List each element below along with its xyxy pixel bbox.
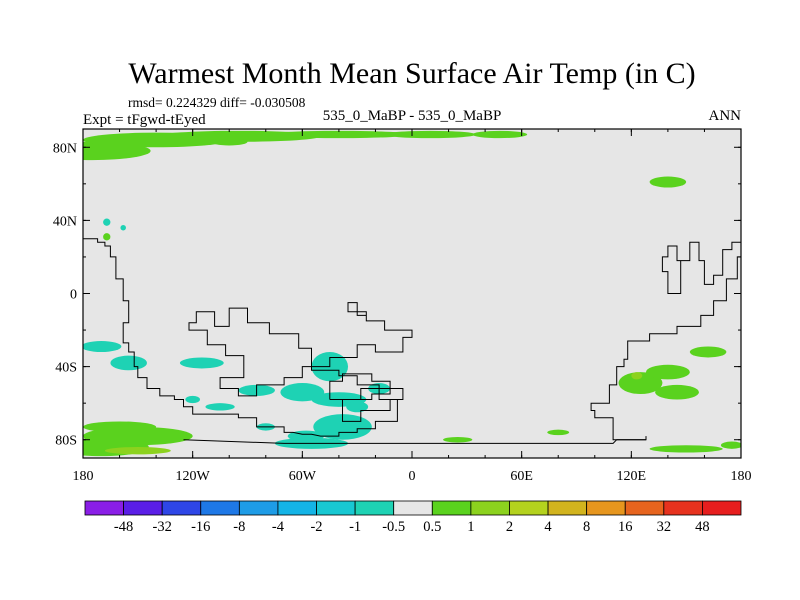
colorbar-box-16 bbox=[702, 500, 742, 516]
anomaly-region-32 bbox=[313, 414, 372, 440]
anomaly-region-18 bbox=[649, 445, 723, 453]
x-tick-label: 0 bbox=[409, 469, 416, 484]
period-label: 535_0_MaBP - 535_0_MaBP bbox=[323, 108, 502, 124]
colorbar-label: 32 bbox=[657, 519, 672, 535]
anomaly-region-37 bbox=[103, 218, 111, 226]
anomaly-region-38 bbox=[120, 224, 126, 231]
x-tick-label: 60W bbox=[289, 469, 317, 484]
x-tick-label: 60E bbox=[510, 469, 533, 484]
y-axis: 80N 40N 0 40S 80S bbox=[53, 141, 741, 449]
colorbar-box-15 bbox=[663, 500, 703, 516]
anomaly-region-21 bbox=[104, 447, 171, 455]
anomaly-region-4 bbox=[384, 130, 476, 139]
colorbar-label: -32 bbox=[153, 519, 172, 535]
colorbar-box-0 bbox=[84, 500, 124, 516]
coastline-europe-africa-piece bbox=[342, 388, 404, 422]
anomaly-region-13 bbox=[547, 429, 570, 436]
anomaly-region-28 bbox=[280, 383, 325, 402]
colorbar-box-14 bbox=[624, 500, 665, 516]
y-tick-label: 40S bbox=[55, 361, 77, 376]
anomaly-region-11 bbox=[83, 421, 157, 433]
anomaly-region-26 bbox=[205, 403, 235, 411]
anomaly-region-5 bbox=[472, 130, 528, 139]
colorbar-label: 8 bbox=[583, 519, 590, 535]
anomaly-regions bbox=[83, 130, 741, 457]
colorbar: -48 -32 -16 -8 -4 -2 -1 -0.5 0.5 1 2 4 8 16 32 48 bbox=[84, 500, 742, 535]
colorbar-label: 48 bbox=[695, 519, 710, 535]
anomaly-region-7 bbox=[649, 176, 687, 188]
x-tick-label: 120E bbox=[617, 469, 647, 484]
coastline-asia-east-coast bbox=[590, 256, 741, 441]
season-label: ANN bbox=[709, 108, 742, 124]
colorbar-label: -0.5 bbox=[382, 519, 405, 535]
colorbar-box-11 bbox=[509, 500, 549, 516]
anomaly-region-15 bbox=[645, 364, 690, 380]
colorbar-box-12 bbox=[547, 500, 588, 516]
coastlines bbox=[83, 238, 741, 444]
anomaly-region-23 bbox=[83, 341, 122, 352]
colorbar-label: 16 bbox=[618, 519, 633, 535]
anomaly-region-14 bbox=[618, 372, 663, 395]
coastline-north-america-west bbox=[83, 238, 413, 437]
colorbar-label: 2 bbox=[506, 519, 513, 535]
expt-label: Expt = tFgwd-tEyed bbox=[83, 112, 206, 128]
anomaly-region-6 bbox=[210, 138, 248, 146]
anomaly-region-16 bbox=[655, 384, 699, 400]
colorbar-label: -4 bbox=[272, 519, 285, 535]
anomaly-region-12 bbox=[443, 436, 473, 443]
anomaly-region-25 bbox=[179, 357, 224, 369]
coastline-inner-island bbox=[329, 373, 391, 400]
x-tick-label: 120W bbox=[176, 469, 211, 484]
colorbar-box-5 bbox=[277, 500, 317, 516]
colorbar-box-10 bbox=[470, 500, 510, 516]
y-tick-label: 0 bbox=[70, 288, 77, 303]
coastline-antarctica-base bbox=[183, 436, 647, 444]
y-tick-label: 80S bbox=[55, 434, 77, 449]
x-tick-label: 180 bbox=[731, 469, 752, 484]
y-tick-label: 40N bbox=[53, 214, 77, 229]
colorbar-box-6 bbox=[316, 500, 356, 516]
colorbar-label: -8 bbox=[233, 519, 245, 535]
colorbar-box-13 bbox=[586, 500, 626, 516]
colorbar-box-1 bbox=[123, 500, 163, 516]
colorbar-label: 4 bbox=[544, 519, 552, 535]
colorbar-label: -1 bbox=[349, 519, 361, 535]
map-background bbox=[83, 129, 741, 458]
anomaly-region-8 bbox=[103, 233, 111, 241]
anomaly-region-39 bbox=[185, 395, 200, 404]
colorbar-box-8 bbox=[393, 500, 433, 516]
colorbar-box-4 bbox=[238, 500, 279, 516]
y-tick-label: 80N bbox=[53, 141, 77, 156]
chart-title: Warmest Month Mean Surface Air Temp (in … bbox=[128, 57, 695, 90]
stats-line: rmsd= 0.224329 diff= -0.030508 bbox=[128, 95, 306, 110]
x-axis: 180 120W 60W 0 60E 120E 180 bbox=[73, 129, 752, 484]
colorbar-label: -2 bbox=[310, 519, 322, 535]
colorbar-label: -16 bbox=[191, 519, 210, 535]
x-tick-label: 180 bbox=[73, 469, 94, 484]
colorbar-box-3 bbox=[200, 500, 240, 516]
colorbar-label: -48 bbox=[114, 519, 133, 535]
colorbar-box-2 bbox=[161, 500, 202, 516]
coastline-asia-upper bbox=[661, 241, 741, 294]
colorbar-label: 0.5 bbox=[423, 519, 441, 535]
anomaly-region-19 bbox=[720, 441, 741, 449]
anomaly-region-36 bbox=[346, 401, 369, 413]
anomaly-region-20 bbox=[631, 372, 643, 380]
colorbar-box-9 bbox=[431, 500, 472, 516]
colorbar-label: 1 bbox=[467, 519, 474, 535]
anomaly-region-17 bbox=[689, 346, 727, 358]
colorbar-box-7 bbox=[354, 500, 395, 516]
anomaly-region-24 bbox=[110, 355, 147, 371]
